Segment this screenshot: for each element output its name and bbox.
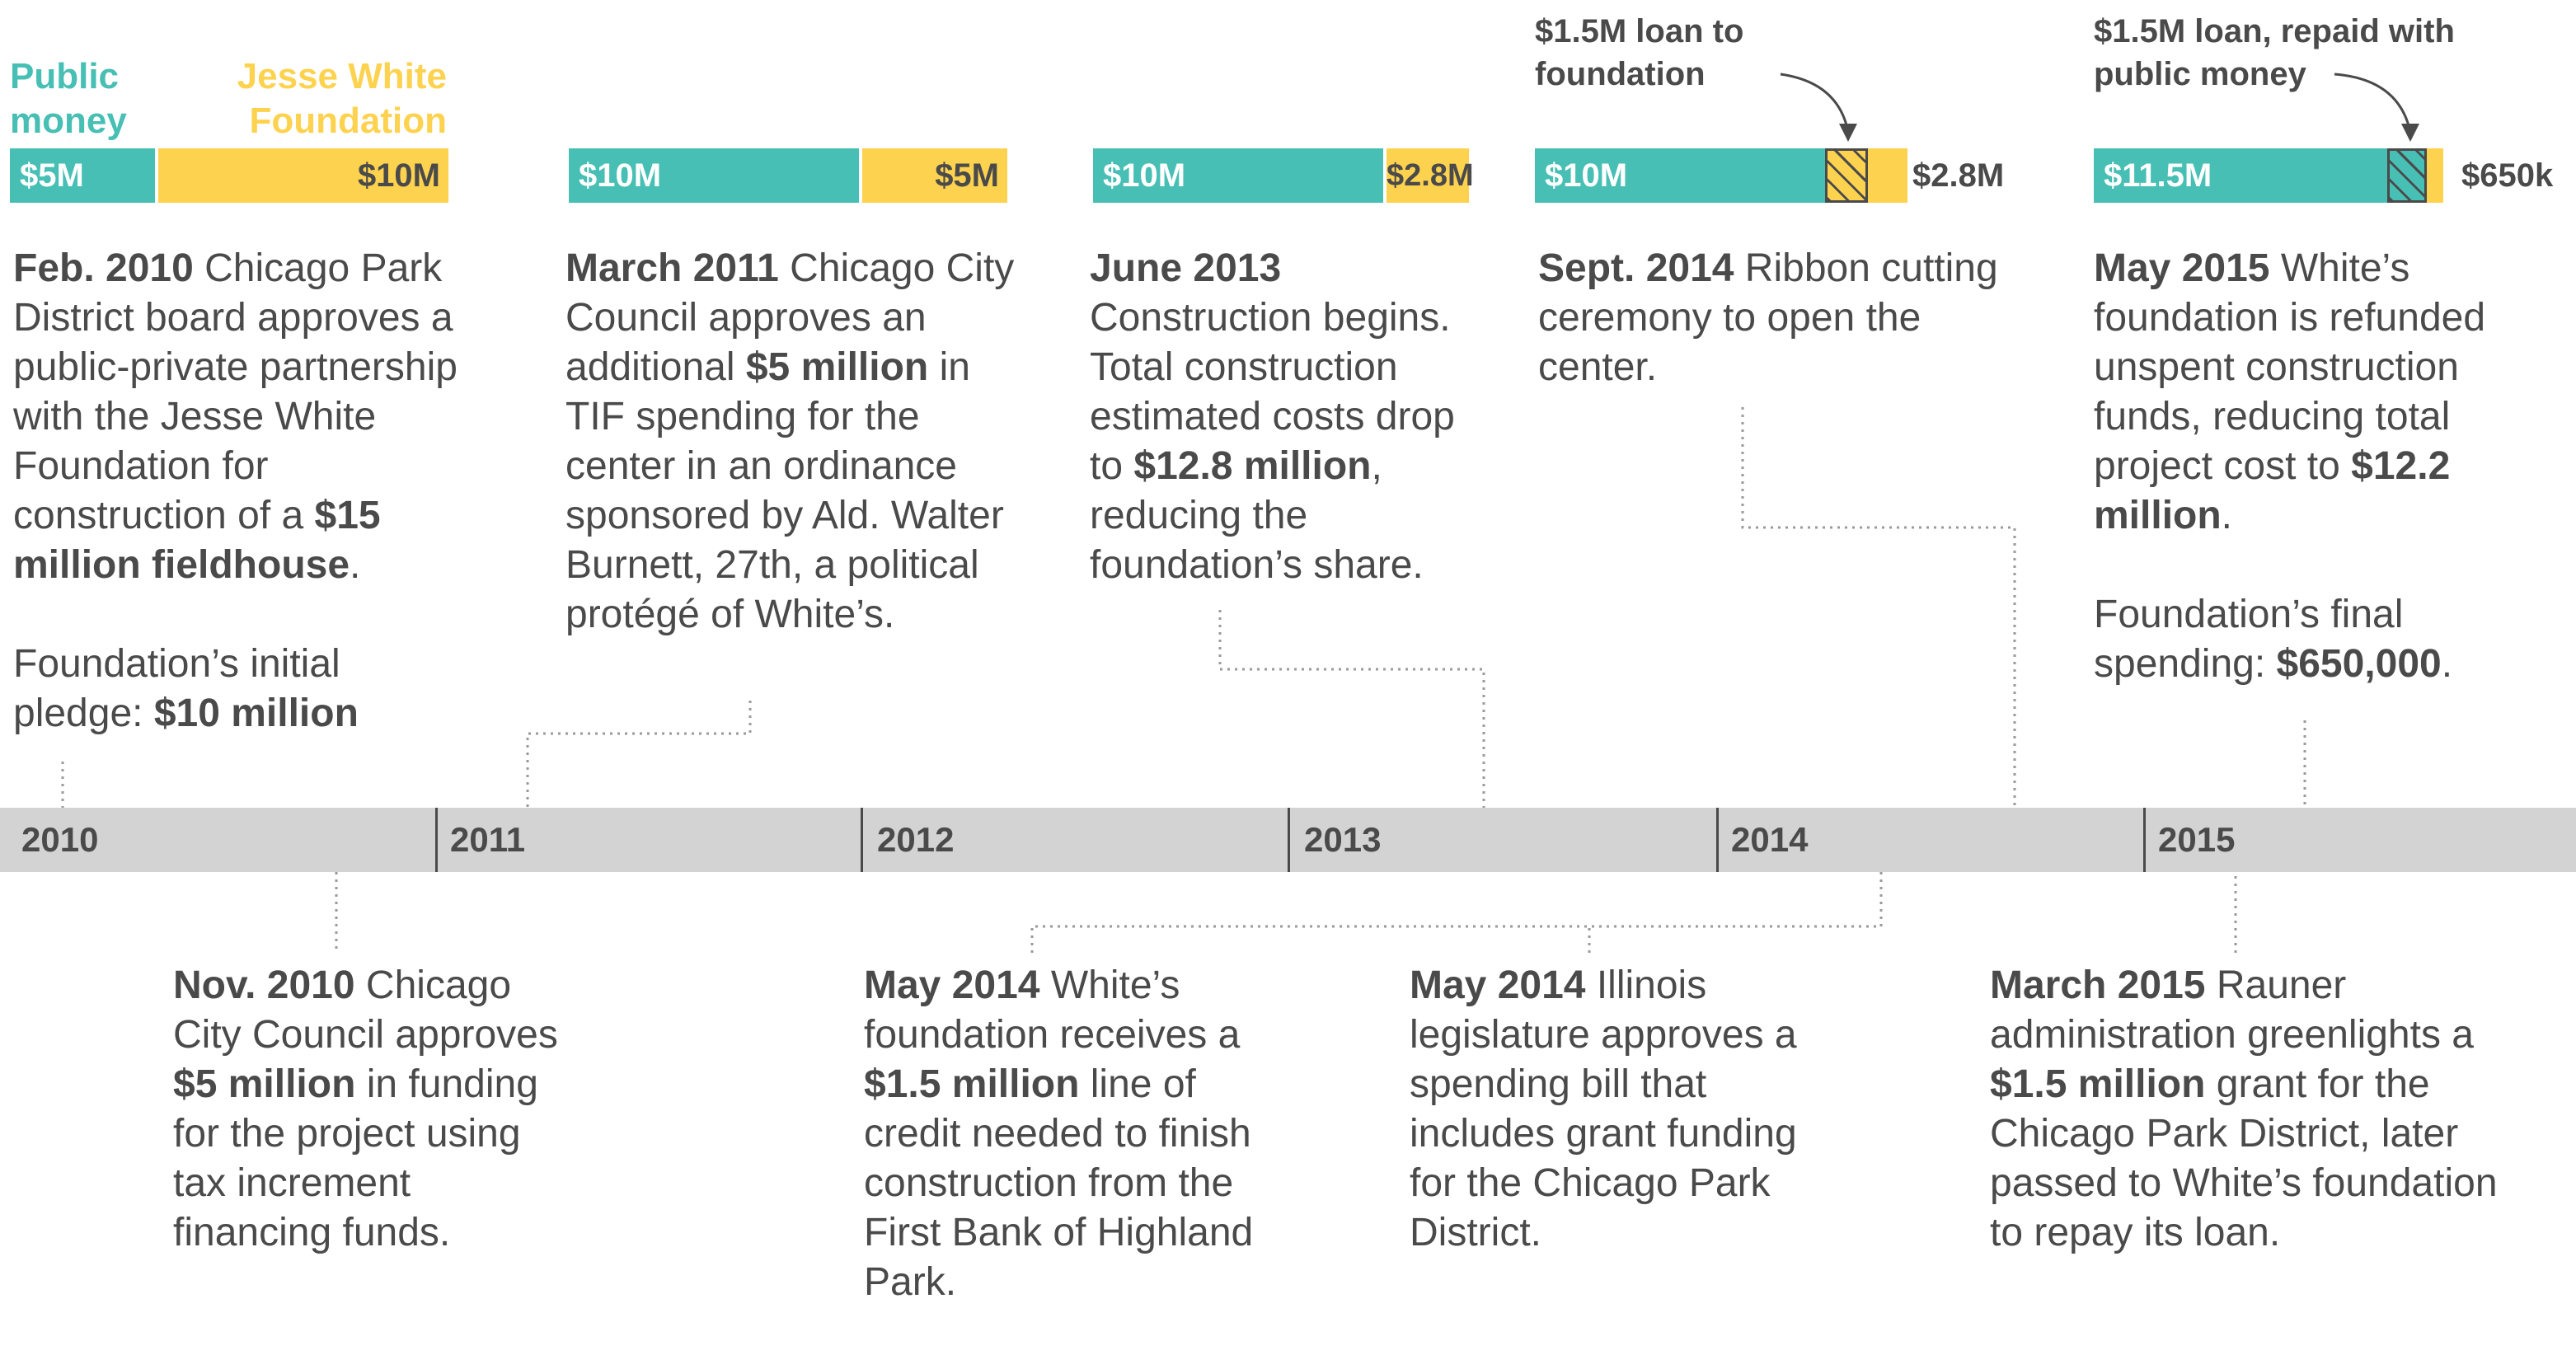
leader-march-2011 xyxy=(526,701,752,808)
loan-note-2014: $1.5M loan to foundation xyxy=(1535,13,1744,92)
bar-public-segment: $5M xyxy=(10,148,155,203)
year-label-2010: 2010 xyxy=(21,820,99,859)
bar-public-segment: $10M xyxy=(569,148,859,203)
year-tick xyxy=(2143,808,2146,872)
leader-sept-2014 xyxy=(1741,407,2016,808)
event-date: May 2014 xyxy=(1410,964,1586,1007)
event-may-2014-legislature: May 2014 Illinois legislature approves a… xyxy=(1410,964,1797,1254)
bar-foundation-segment: $5M xyxy=(862,148,1007,203)
event-march-2015: March 2015 Rauner administration greenli… xyxy=(1990,964,2498,1254)
event-feb-2010: Feb. 2010 Chicago Park District board ap… xyxy=(13,246,457,735)
year-tick xyxy=(435,808,438,872)
event-date: Sept. 2014 xyxy=(1538,246,1734,290)
event-date: March 2011 xyxy=(565,246,779,290)
funding-bar-2015: $11.5M xyxy=(2094,148,2443,203)
event-march-2011: March 2011 Chicago City Council approves… xyxy=(565,246,1015,636)
event-date: Feb. 2010 xyxy=(13,246,194,290)
year-tick xyxy=(1716,808,1719,872)
year-label-2015: 2015 xyxy=(2158,820,2236,859)
event-sept-2014: Sept. 2014 Ribbon cutting ceremony to op… xyxy=(1538,246,1998,389)
legend-jesse-white-foundation: Jesse White Foundation xyxy=(237,56,447,141)
bar-foundation-segment: $2.8M xyxy=(1387,148,1474,203)
event-june-2013: June 2013 Construction begins. Total cons… xyxy=(1090,246,1455,587)
loan-arrow-2014 xyxy=(1780,73,1850,133)
event-may-2015: May 2015 White’s foundation is refunded … xyxy=(2094,246,2486,686)
event-date: Nov. 2010 xyxy=(173,964,355,1007)
year-label-2013: 2013 xyxy=(1304,820,1382,859)
year-tick xyxy=(1288,808,1290,872)
bar-foundation-value-label: $2.8M xyxy=(1912,157,2005,194)
legend-public-money: Public money xyxy=(10,56,127,141)
funding-bar-2014: $10M xyxy=(1535,148,1907,203)
year-label-2012: 2012 xyxy=(877,820,955,859)
bar-loan-segment xyxy=(1825,148,1868,203)
bar-public-segment: $11.5M xyxy=(2094,148,2387,203)
bar-foundation-segment: $10M xyxy=(158,148,448,203)
bar-foundation-segment xyxy=(1868,148,1907,203)
funding-bar-2011: $10M $5M xyxy=(569,148,1007,203)
funding-bar-2010: $5M $10M xyxy=(10,148,448,203)
bar-foundation-segment xyxy=(2427,148,2443,203)
leader-june-2013 xyxy=(1218,610,1485,808)
bar-public-segment: $10M xyxy=(1535,148,1825,203)
event-date: June 2013 xyxy=(1090,246,1282,290)
event-nov-2010: Nov. 2010 Chicago City Council approves … xyxy=(173,964,558,1254)
event-date: March 2015 xyxy=(1990,964,2206,1007)
year-label-2014: 2014 xyxy=(1731,820,1809,859)
event-may-2014-credit: May 2014 White’s foundation receives a $… xyxy=(864,964,1254,1304)
leader-may-2014-credit xyxy=(1030,872,1883,953)
bar-loan-segment xyxy=(2387,148,2427,203)
year-tick xyxy=(861,808,863,872)
bar-public-segment: $10M xyxy=(1093,148,1383,203)
event-date: May 2014 xyxy=(864,964,1040,1007)
funding-bar-2013: $10M $2.8M xyxy=(1093,148,1474,203)
bar-foundation-value-label: $650k xyxy=(2461,157,2554,194)
loan-note-2015: $1.5M loan, repaid with public money xyxy=(2094,13,2455,92)
loan-arrowhead-2014 xyxy=(1839,124,1857,142)
loan-arrowhead-2015 xyxy=(2401,124,2419,142)
event-date: May 2015 xyxy=(2094,246,2270,290)
year-label-2011: 2011 xyxy=(450,820,526,859)
